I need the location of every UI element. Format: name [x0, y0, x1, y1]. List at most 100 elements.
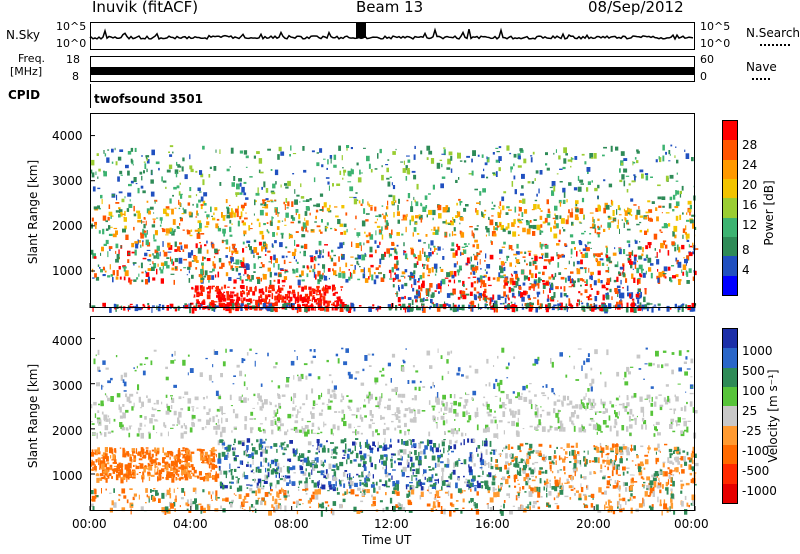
scatter-cell — [139, 415, 143, 418]
scatter-cell — [471, 158, 473, 163]
scatter-cell — [492, 277, 496, 280]
scatter-cell — [476, 407, 479, 412]
scatter-cell — [450, 428, 455, 435]
scatter-cell — [250, 411, 254, 416]
scatter-cell — [618, 214, 622, 216]
scatter-cell — [441, 163, 443, 168]
scatter-cell — [582, 403, 585, 409]
scatter-cell — [229, 212, 233, 218]
scatter-cell — [683, 429, 688, 432]
scatter-cell — [245, 450, 247, 457]
scatter-cell — [355, 192, 358, 194]
scatter-cell — [167, 463, 171, 468]
scatter-cell — [131, 471, 135, 476]
scatter-cell — [97, 187, 101, 190]
scatter-cell — [378, 396, 382, 402]
scatter-cell — [636, 150, 640, 154]
scatter-cell — [182, 157, 185, 162]
scatter-cell — [332, 183, 334, 187]
scatter-cell — [514, 410, 517, 415]
scatter-cell — [308, 472, 311, 477]
scatter-cell — [586, 302, 588, 307]
scatter-cell — [360, 432, 363, 435]
scatter-cell — [256, 276, 261, 280]
scatter-cell — [557, 303, 562, 306]
scatter-cell — [258, 169, 261, 173]
scatter-cell — [559, 215, 562, 219]
scatter-cell — [366, 439, 368, 445]
scatter-cell — [129, 305, 132, 308]
scatter-cell — [91, 172, 95, 178]
scatter-cell — [321, 288, 324, 292]
scatter-cell — [211, 275, 215, 280]
scatter-cell — [216, 295, 219, 298]
scatter-cell — [493, 303, 498, 308]
scatter-cell — [644, 230, 648, 235]
scatter-cell — [336, 487, 339, 491]
scatter-cell — [309, 304, 314, 307]
scatter-cell — [177, 457, 180, 463]
scatter-cell — [153, 234, 155, 240]
scatter-cell — [226, 297, 231, 301]
scatter-cell — [107, 474, 110, 479]
scatter-cell — [221, 442, 226, 446]
scatter-cell — [168, 164, 173, 169]
scatter-cell — [655, 428, 658, 432]
scatter-cell — [328, 400, 333, 403]
scatter-cell — [667, 467, 670, 470]
scatter-cell — [270, 306, 274, 312]
scatter-cell — [426, 297, 428, 299]
scatter-cell — [177, 454, 181, 458]
scatter-cell — [481, 211, 483, 216]
scatter-cell — [279, 467, 283, 473]
scatter-cell — [529, 261, 532, 267]
scatter-cell — [357, 254, 359, 256]
scatter-cell — [580, 259, 583, 265]
scatter-cell — [453, 306, 456, 313]
scatter-cell — [324, 244, 328, 246]
scatter-cell — [513, 219, 516, 225]
scatter-cell — [172, 424, 175, 427]
scatter-cell — [410, 439, 412, 445]
scatter-cell — [197, 205, 199, 207]
scatter-cell — [448, 284, 449, 287]
scatter-cell — [360, 203, 363, 206]
scatter-cell — [316, 298, 321, 301]
scatter-cell — [386, 167, 389, 173]
nave-tick-bottom: 0 — [700, 70, 707, 83]
scatter-cell — [223, 284, 227, 289]
scatter-cell — [394, 248, 397, 254]
scatter-cell — [193, 255, 198, 262]
scatter-cell — [608, 216, 612, 220]
scatter-cell — [265, 449, 268, 454]
scatter-cell — [252, 459, 254, 465]
scatter-cell — [159, 251, 161, 257]
scatter-cell — [451, 274, 455, 279]
scatter-cell — [609, 400, 612, 405]
scatter-cell — [381, 416, 385, 420]
scatter-cell — [514, 296, 516, 299]
scatter-cell — [651, 201, 655, 204]
scatter-cell — [277, 417, 280, 421]
scatter-cell — [285, 255, 288, 258]
scatter-cell — [507, 230, 511, 235]
scatter-cell — [368, 306, 372, 312]
scatter-cell — [209, 271, 213, 273]
scatter-cell — [176, 164, 181, 166]
scatter-cell — [103, 171, 107, 177]
scatter-cell — [692, 480, 696, 484]
scatter-cell — [664, 276, 667, 279]
scatter-cell — [479, 467, 483, 469]
scatter-cell — [186, 229, 189, 232]
scatter-cell — [394, 482, 397, 488]
scatter-cell — [146, 158, 148, 161]
scatter-cell — [579, 208, 584, 214]
scatter-cell — [108, 246, 113, 249]
scatter-cell — [370, 264, 374, 268]
scatter-cell — [616, 276, 619, 282]
scatter-cell — [539, 303, 543, 310]
scatter-cell — [171, 397, 175, 403]
scatter-cell — [208, 295, 210, 298]
scatter-cell — [448, 445, 451, 451]
scatter-cell — [618, 411, 620, 416]
